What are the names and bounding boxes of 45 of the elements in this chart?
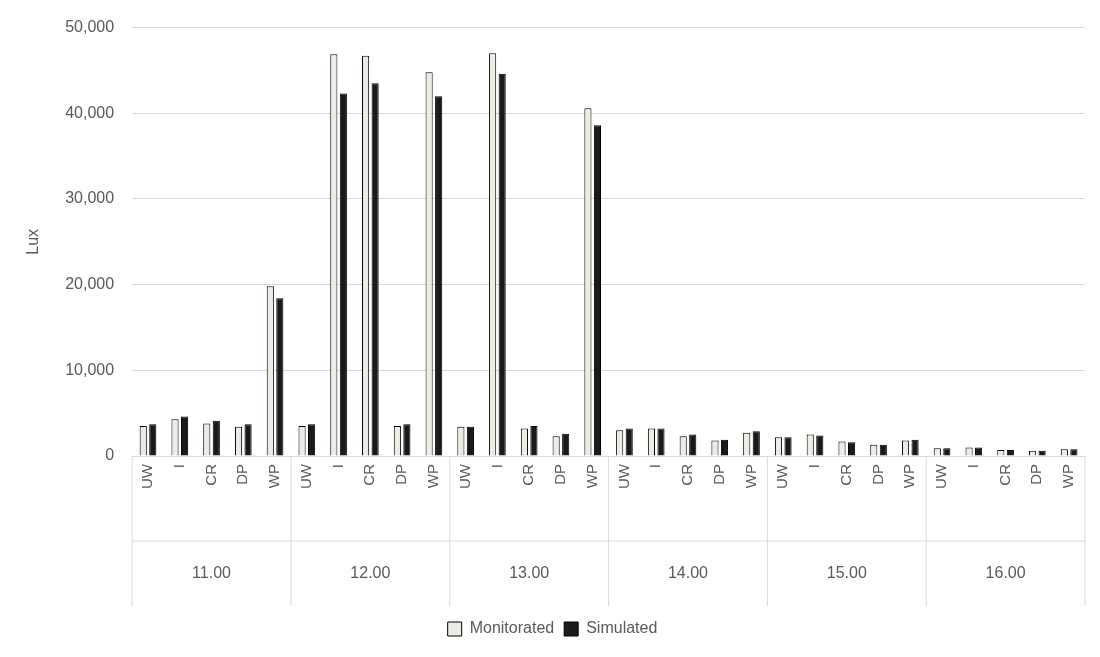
x-tick-label: UW	[296, 463, 314, 489]
x-tick-label: UW	[932, 463, 950, 489]
x-tick-label: I	[169, 464, 187, 469]
y-tick-label: 30,000	[65, 189, 115, 207]
legend-label: Monitorated	[469, 619, 555, 637]
x-tick-label: CR	[995, 463, 1013, 486]
x-tick-label: I	[805, 464, 823, 469]
x-tick-label: DP	[551, 464, 569, 485]
x-tick-label: UW	[138, 463, 156, 489]
y-axis-title: Lux	[24, 228, 42, 255]
text: 16.00	[985, 564, 1026, 582]
y-tick-label: 50,000	[65, 18, 115, 36]
x-tick-label: CR	[201, 463, 219, 486]
x-tick-label: CR	[519, 463, 537, 486]
text: 13.00	[509, 564, 550, 582]
x-tick-label: WP	[741, 464, 759, 489]
x-tick-label: WP	[265, 464, 283, 489]
x-tick-label: WP	[1059, 464, 1077, 489]
text: 11.00	[192, 564, 232, 582]
x-tick-label: UW	[455, 463, 473, 489]
x-tick-label: I	[963, 464, 981, 469]
x-tick-label: CR	[836, 463, 854, 486]
y-tick-label: 0	[105, 446, 115, 464]
x-tick-label: DP	[1027, 464, 1045, 485]
y-tick-label: 10,000	[65, 360, 115, 378]
x-tick-label: I	[328, 464, 346, 469]
y-tick-label: 20,000	[65, 275, 115, 293]
x-tick-label: DP	[233, 464, 251, 485]
x-tick-label: CR	[360, 463, 378, 486]
x-tick-label: I	[646, 464, 664, 469]
x-tick-label: WP	[900, 464, 918, 489]
x-tick-label: UW	[773, 463, 791, 489]
text: 15.00	[826, 564, 867, 582]
y-tick-label: 40,000	[65, 103, 115, 121]
x-tick-label: CR	[678, 463, 696, 486]
x-tick-label: DP	[392, 464, 410, 485]
x-tick-label: DP	[709, 464, 727, 485]
text: 12.00	[350, 564, 391, 582]
x-tick-label: WP	[424, 464, 442, 489]
x-tick-label: DP	[868, 464, 886, 485]
x-tick-label: UW	[614, 463, 632, 489]
x-tick-label: I	[487, 464, 505, 469]
text: 14.00	[667, 564, 709, 582]
x-tick-label: WP	[582, 464, 600, 489]
legend-label: Simulated	[586, 619, 658, 637]
